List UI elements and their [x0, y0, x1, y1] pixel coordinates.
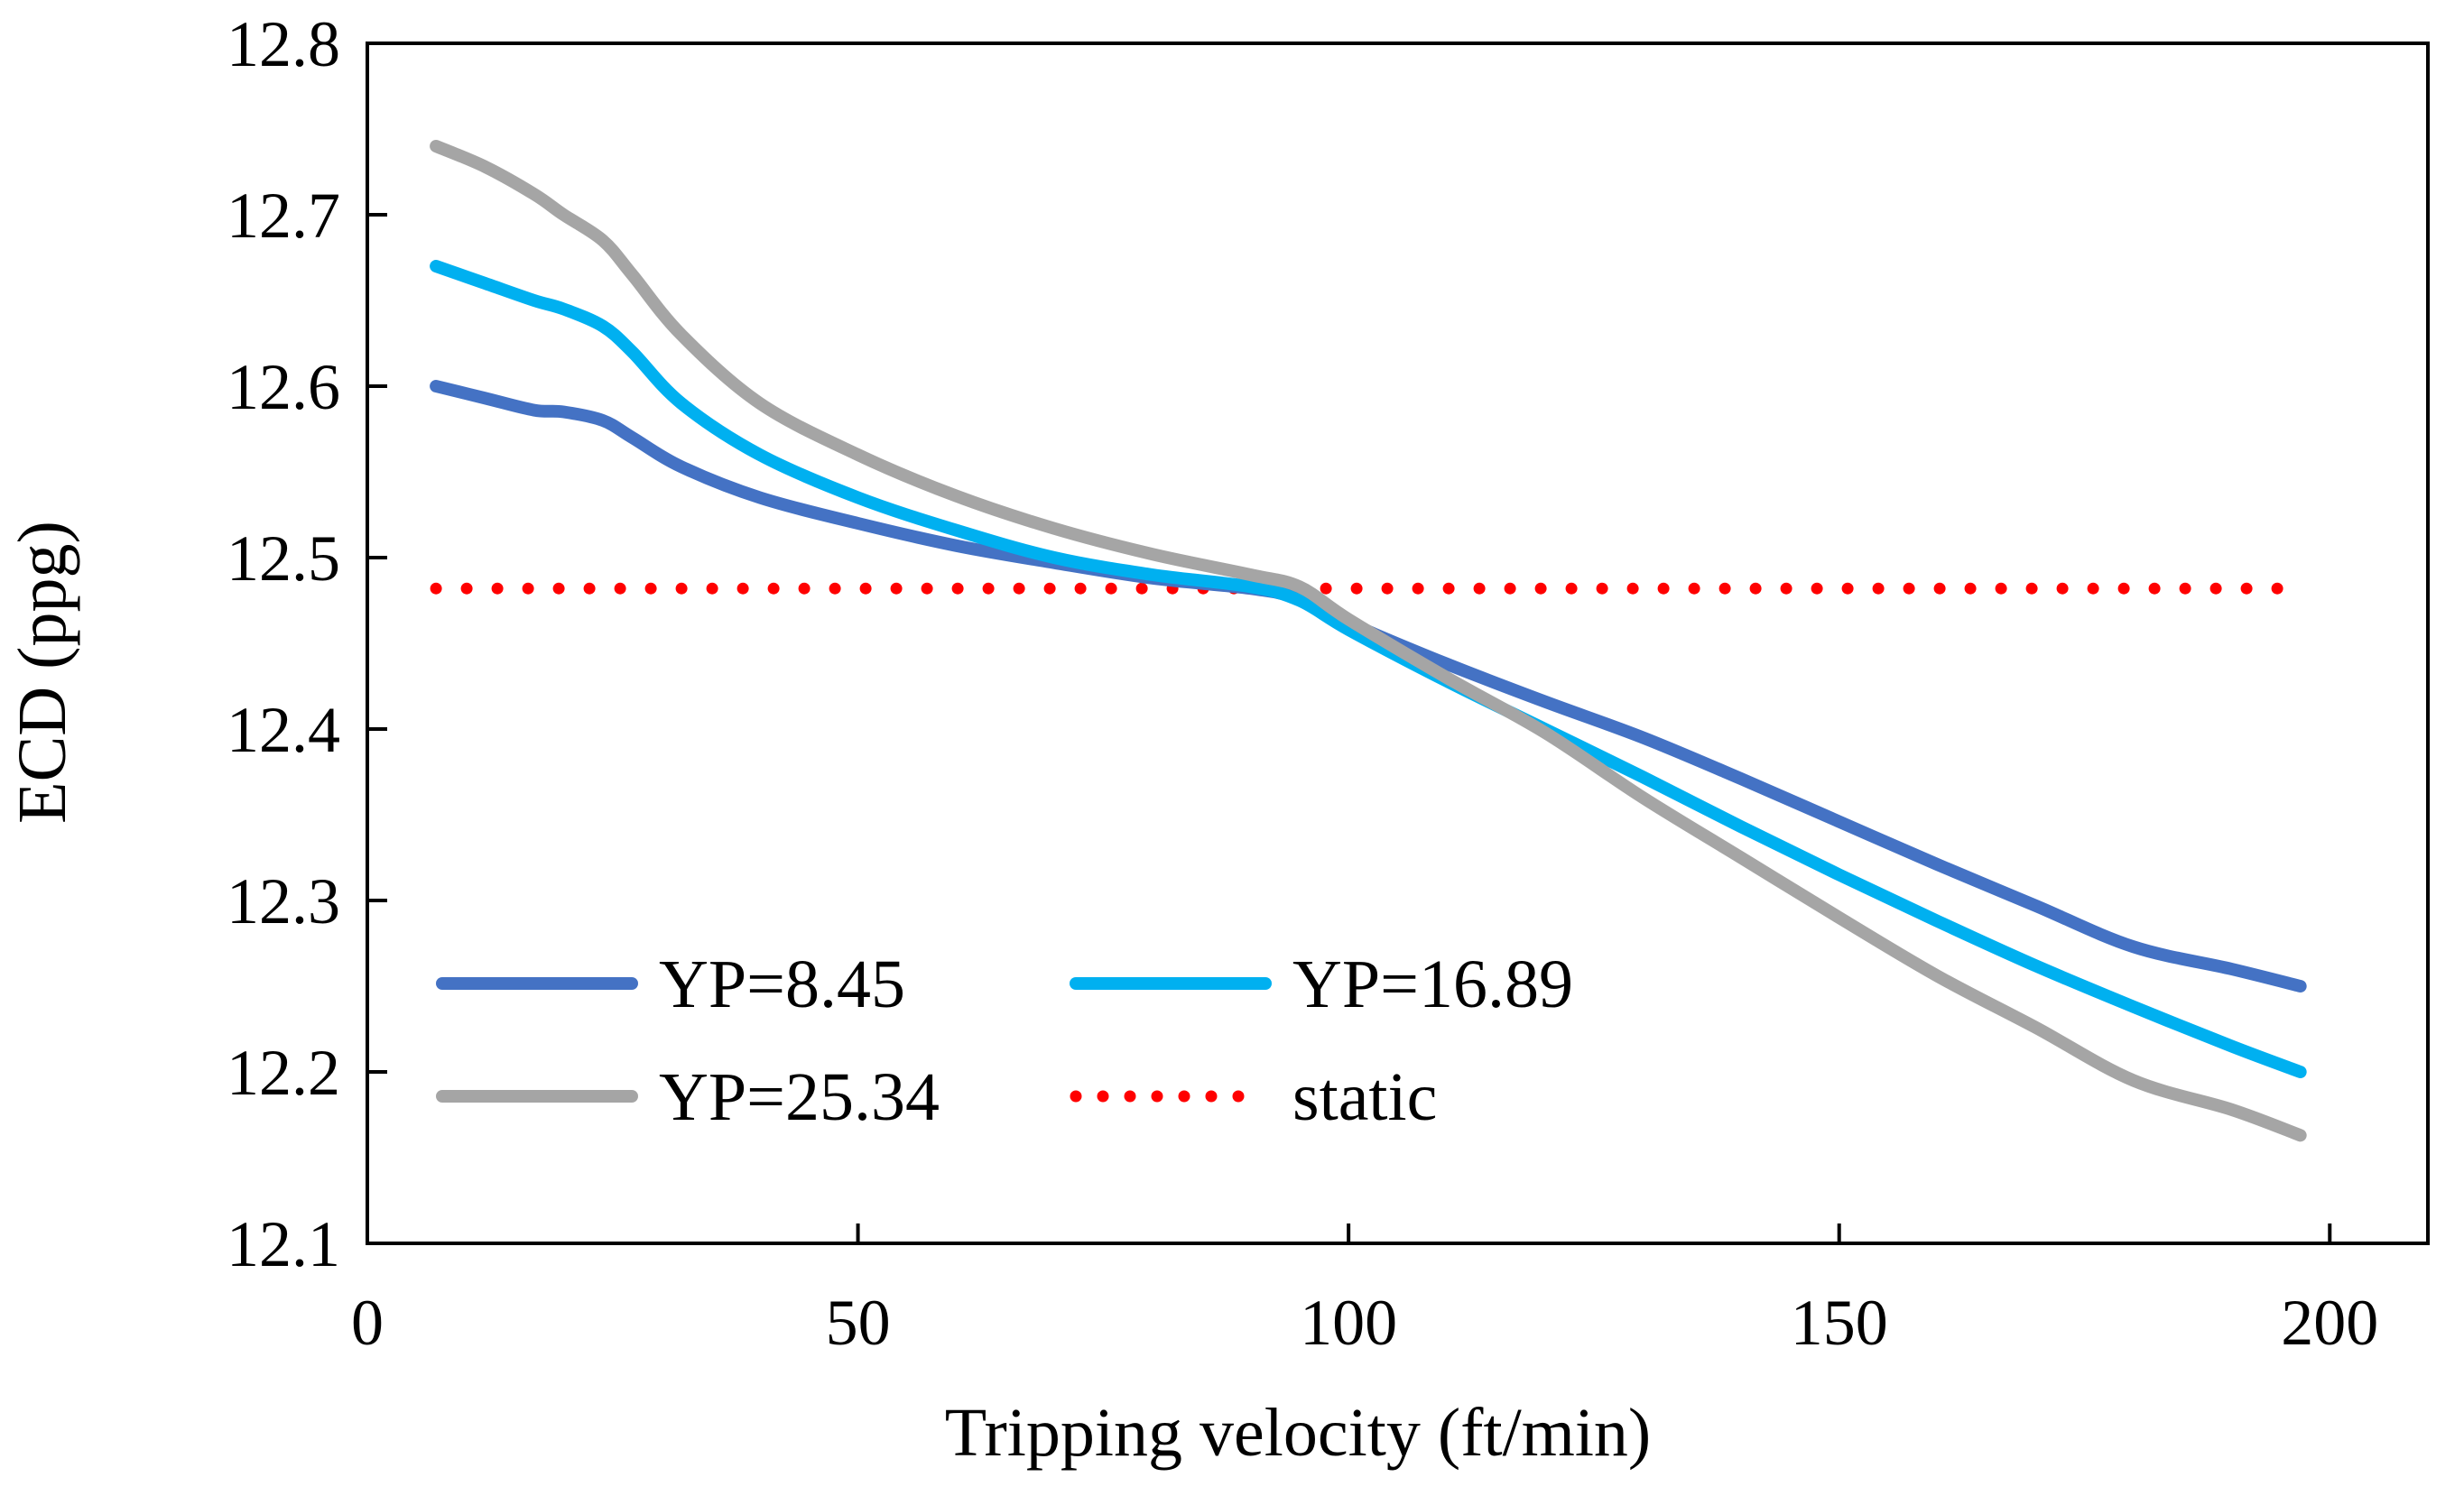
x-tick-label: 50	[826, 1287, 891, 1359]
x-axis-title: Tripping velocity (ft/min)	[945, 1395, 1652, 1471]
series-line-yp-25-34	[430, 140, 2307, 1142]
y-tick-label: 12.8	[227, 8, 340, 80]
plot-frame	[366, 42, 2430, 1245]
y-tick-label: 12.4	[227, 694, 340, 766]
legend: YP=8.45 YP=16.89 YP=25.34 static	[436, 946, 1573, 1135]
legend-label-yp-25-34: YP=25.34	[659, 1059, 940, 1135]
x-tick-label: 200	[2281, 1287, 2378, 1359]
y-tick-label: 12.5	[227, 522, 340, 595]
plot-area-border	[366, 42, 2430, 1245]
x-axis-ticks: 0 50 100 150 200	[351, 1223, 2378, 1359]
legend-label-yp-8-45: YP=8.45	[659, 946, 905, 1022]
y-tick-label: 12.6	[227, 351, 340, 423]
legend-label-static: static	[1292, 1059, 1437, 1135]
legend-label-yp-16-89: YP=16.89	[1292, 946, 1573, 1022]
x-tick-label: 150	[1791, 1287, 1888, 1359]
x-tick-label: 100	[1300, 1287, 1397, 1359]
y-axis-title: ECD (ppg)	[5, 521, 80, 824]
y-tick-label: 12.3	[227, 865, 340, 937]
series-line-yp-8-45	[430, 380, 2307, 993]
series-line-yp-16-89	[430, 260, 2307, 1078]
y-tick-label: 12.1	[227, 1208, 340, 1280]
x-tick-label: 0	[351, 1287, 384, 1359]
y-axis-ticks: 12.1 12.2 12.3 12.4 12.5 12.6 12.7 12.8	[227, 8, 387, 1280]
y-tick-label: 12.2	[227, 1037, 340, 1109]
series-lines	[430, 140, 2307, 1142]
y-tick-label: 12.7	[227, 180, 340, 252]
